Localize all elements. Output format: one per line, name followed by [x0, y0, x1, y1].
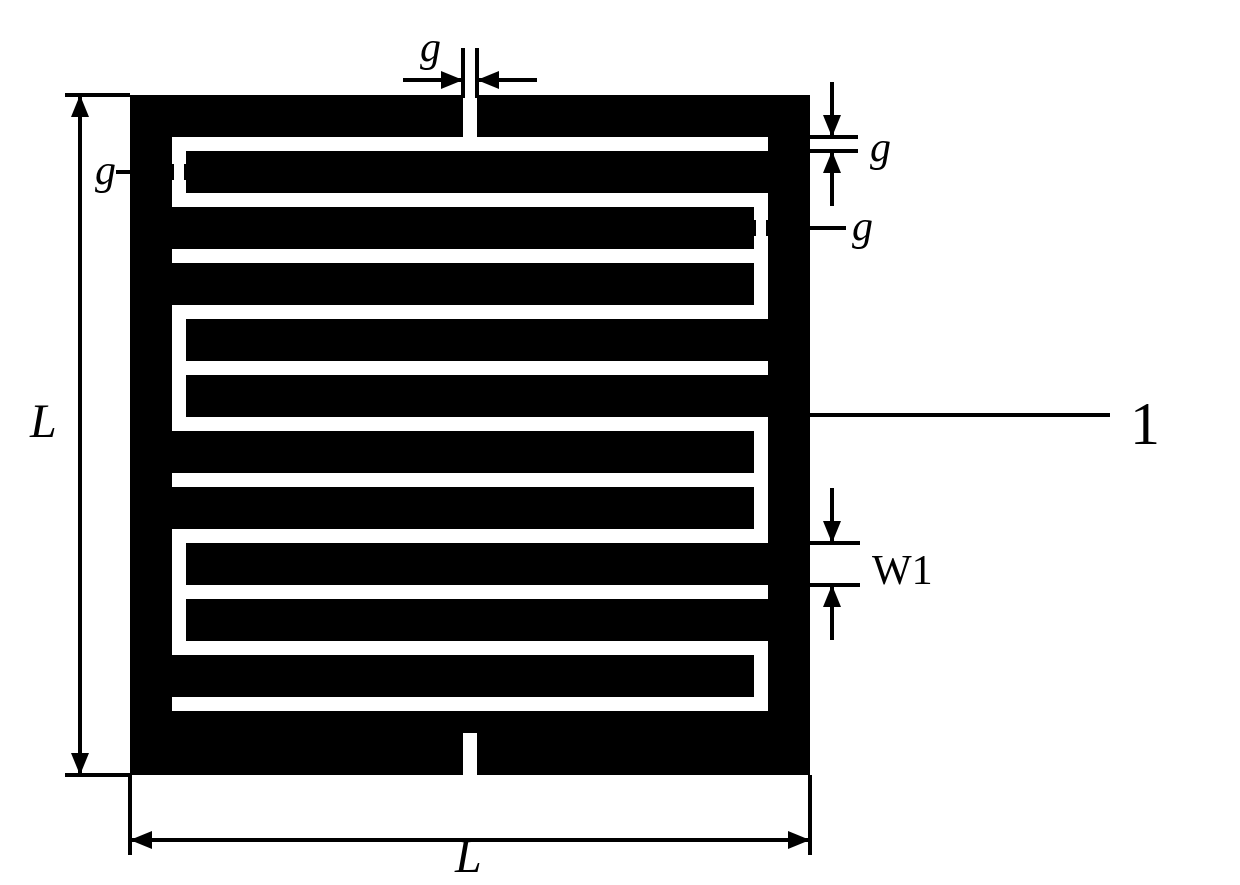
label-g-top: g: [420, 24, 441, 72]
label-ref-1: 1: [1130, 390, 1160, 459]
label-g-right-a: g: [870, 124, 891, 172]
label-g-left-in: g: [95, 147, 116, 195]
label-L-bottom: L: [455, 829, 482, 884]
diagram-svg: [0, 0, 1240, 885]
label-g-right-in: g: [852, 203, 873, 251]
label-W1: W1: [872, 547, 933, 595]
figure-canvas: { "figure": { "type": "diagram", "backgr…: [0, 0, 1240, 885]
label-L-left: L: [30, 394, 57, 449]
